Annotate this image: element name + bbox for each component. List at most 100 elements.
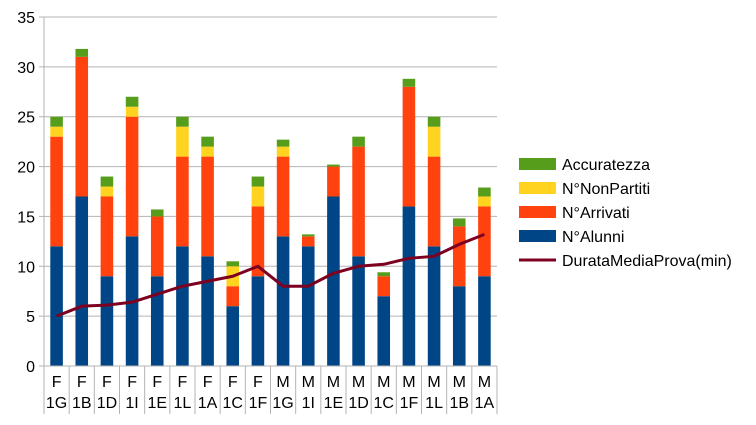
- legend-label-1: N°NonPartiti: [562, 181, 650, 198]
- bar-accuratezza-5: [176, 116, 189, 127]
- bar-n-alunni-7: [226, 306, 240, 366]
- bar-n-arrivati-9: [276, 156, 290, 237]
- bar-accuratezza-13: [377, 272, 391, 277]
- x-tick-label-top-17: M: [478, 374, 491, 391]
- y-tick-label-5: 5: [26, 309, 35, 326]
- x-tick-label-top-13: M: [377, 374, 390, 391]
- line-series-group: [56, 232, 485, 318]
- bar-n-nonpartiti-2: [100, 186, 114, 197]
- bar-n-alunni-9: [276, 236, 290, 366]
- x-tick-label-bottom-4: 1E: [147, 395, 167, 412]
- x-tick-label-bottom-14: 1F: [400, 395, 419, 412]
- bar-n-alunni-12: [352, 256, 365, 366]
- legend-swatch-3: [519, 230, 556, 242]
- bar-accuratezza-16: [452, 218, 466, 227]
- bar-n-alunni-0: [50, 246, 63, 366]
- y-tick-label-25: 25: [17, 110, 35, 127]
- x-tick-label-bottom-17: 1A: [475, 395, 495, 412]
- bar-accuratezza-6: [201, 136, 214, 147]
- x-tick-label-bottom-9: 1G: [272, 395, 293, 412]
- bar-accuratezza-8: [251, 176, 265, 187]
- x-tick-label-top-1: F: [77, 374, 87, 391]
- x-tick-label-top-16: M: [453, 374, 466, 391]
- x-tick-label-top-2: F: [102, 374, 112, 391]
- bar-series-group: [50, 48, 491, 366]
- y-tick-label-20: 20: [17, 160, 35, 177]
- bar-n-nonpartiti-3: [125, 106, 139, 117]
- x-tick-label-top-9: M: [276, 374, 289, 391]
- line-durata-media-prova: [56, 232, 485, 318]
- axes: [39, 16, 497, 367]
- x-tick-label-top-14: M: [402, 374, 415, 391]
- y-tick-label-10: 10: [17, 259, 35, 276]
- bar-n-alunni-13: [377, 296, 391, 366]
- legend: Accuratezza N°NonPartiti N°Arrivati N°Alunn…: [519, 157, 732, 270]
- bar-accuratezza-3: [125, 96, 139, 107]
- bar-accuratezza-12: [352, 136, 365, 147]
- bar-accuratezza-17: [478, 187, 491, 197]
- bar-n-arrivati-3: [125, 116, 139, 237]
- bar-n-nonpartiti-17: [478, 196, 491, 207]
- bar-n-alunni-14: [402, 206, 416, 366]
- bar-n-alunni-16: [452, 286, 466, 366]
- x-tick-label-top-7: F: [228, 374, 238, 391]
- bar-accuratezza-14: [402, 78, 416, 87]
- bar-accuratezza-11: [327, 164, 340, 167]
- bar-n-arrivati-8: [251, 206, 265, 277]
- y-tick-labels: 0 5 10 15 20 25 30 35: [17, 10, 35, 376]
- bar-n-arrivati-15: [427, 156, 441, 247]
- bar-n-alunni-15: [427, 246, 441, 366]
- y-tick-label-15: 15: [17, 209, 35, 226]
- bar-n-alunni-8: [251, 276, 265, 366]
- bar-n-nonpartiti-0: [50, 126, 63, 137]
- x-tick-label-bottom-7: 1C: [223, 395, 243, 412]
- legend-swatch-0: [519, 158, 556, 170]
- x-tick-label-top-0: F: [52, 374, 62, 391]
- x-tick-label-top-8: F: [253, 374, 263, 391]
- bar-n-arrivati-17: [478, 206, 491, 277]
- x-tick-label-bottom-5: 1L: [174, 395, 192, 412]
- bar-n-alunni-6: [201, 256, 214, 366]
- x-tick-label-bottom-15: 1L: [425, 395, 443, 412]
- bar-n-arrivati-13: [377, 276, 391, 297]
- bar-n-arrivati-10: [301, 236, 315, 247]
- bar-n-arrivati-12: [352, 146, 365, 257]
- x-tick-label-top-10: M: [302, 374, 315, 391]
- bar-n-alunni-5: [176, 246, 189, 366]
- bar-accuratezza-9: [276, 139, 290, 147]
- x-tick-label-bottom-6: 1A: [198, 395, 218, 412]
- bar-n-arrivati-5: [176, 156, 189, 247]
- x-tick-label-top-12: M: [352, 374, 365, 391]
- bar-accuratezza-1: [75, 48, 89, 57]
- bar-n-arrivati-6: [201, 156, 214, 257]
- x-tick-label-top-15: M: [427, 374, 440, 391]
- bar-accuratezza-7: [226, 261, 240, 267]
- x-tick-labels: F 1G F 1B F 1D F 1I F 1E F 1L F 1A F 1C F 1F M 1G M 1I M 1E M 1D M…: [46, 374, 495, 412]
- x-tick-label-top-4: F: [152, 374, 162, 391]
- x-tick-label-top-5: F: [178, 374, 188, 391]
- x-tick-label-bottom-0: 1G: [46, 395, 67, 412]
- x-tick-label-bottom-16: 1B: [449, 395, 469, 412]
- y-tick-label-35: 35: [17, 10, 35, 27]
- bar-n-nonpartiti-5: [176, 126, 189, 157]
- x-tick-label-bottom-2: 1D: [97, 395, 117, 412]
- bar-n-arrivati-14: [402, 86, 416, 207]
- x-tick-label-top-3: F: [127, 374, 137, 391]
- bar-n-arrivati-7: [226, 286, 240, 307]
- bar-n-nonpartiti-9: [276, 146, 290, 157]
- bar-accuratezza-15: [427, 116, 441, 127]
- bar-n-arrivati-11: [327, 166, 340, 197]
- bar-n-arrivati-0: [50, 136, 63, 247]
- bar-n-alunni-2: [100, 276, 114, 366]
- x-tick-label-bottom-12: 1D: [348, 395, 368, 412]
- y-tick-label-0: 0: [26, 359, 35, 376]
- bar-n-alunni-10: [301, 246, 315, 366]
- x-tick-label-bottom-3: 1I: [125, 395, 138, 412]
- bar-n-nonpartiti-8: [251, 186, 265, 207]
- x-tick-label-bottom-8: 1F: [249, 395, 268, 412]
- bar-n-arrivati-1: [75, 56, 89, 197]
- legend-label-4: DurataMediaProva(min): [562, 253, 732, 270]
- legend-swatch-2: [519, 206, 556, 218]
- bar-n-arrivati-4: [150, 216, 164, 277]
